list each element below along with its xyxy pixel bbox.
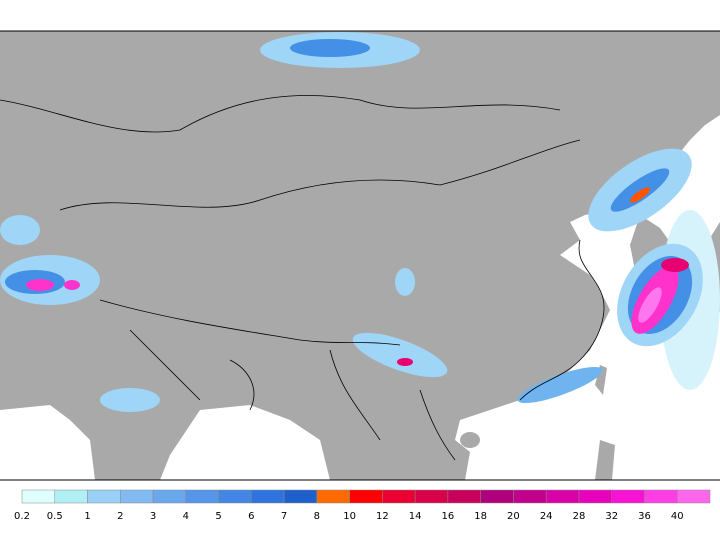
legend-swatch (185, 489, 219, 504)
legend-swatch (54, 489, 88, 504)
map (0, 30, 720, 481)
legend-level: 2 (117, 511, 123, 522)
legend-level: 1 (84, 511, 90, 522)
legend-swatch (447, 489, 481, 504)
legend-swatch (349, 489, 383, 504)
legend-swatch (382, 489, 416, 504)
legend-swatch (152, 489, 187, 504)
legend-level: 8 (314, 511, 320, 522)
legend-level: 10 (343, 511, 356, 522)
legend-level: 7 (281, 511, 287, 522)
legend-swatch (414, 489, 449, 504)
legend-swatch (120, 489, 154, 504)
legend-swatch (480, 489, 514, 504)
borders (0, 95, 605, 461)
legend-swatch (316, 489, 350, 504)
legend-swatch (21, 489, 56, 504)
precipitation (0, 32, 720, 412)
legend-swatch (644, 489, 678, 504)
legend-swatch (611, 489, 645, 504)
legend-level: 0.5 (47, 511, 63, 522)
legend-level: 5 (215, 511, 221, 522)
legend-level: 16 (442, 511, 455, 522)
legend-level: 24 (540, 511, 553, 522)
legend-level: 6 (248, 511, 254, 522)
legend-level: 12 (376, 511, 389, 522)
legend-swatch (513, 489, 547, 504)
legend-swatch (676, 489, 711, 504)
legend-level: 0.2 (14, 511, 30, 522)
legend-level: 40 (671, 511, 684, 522)
legend-level: 14 (409, 511, 422, 522)
legend-swatch (283, 489, 318, 504)
legend-level: 18 (474, 511, 487, 522)
legend-swatch (218, 489, 252, 504)
legend-level: 4 (183, 511, 189, 522)
legend-swatch (251, 489, 285, 504)
legend-level: 20 (507, 511, 520, 522)
legend-level: 3 (150, 511, 156, 522)
legend-level: 36 (638, 511, 651, 522)
legend-swatch (578, 489, 612, 504)
legend-level: 32 (605, 511, 618, 522)
legend-level: 28 (573, 511, 586, 522)
color-legend: 0.2 0.5 1 2 3 4 5 6 7 8 10 12 14 16 18 20 24 28 32 36 40 (14, 489, 711, 522)
legend-swatch (87, 489, 121, 504)
legend-swatch (545, 489, 580, 504)
